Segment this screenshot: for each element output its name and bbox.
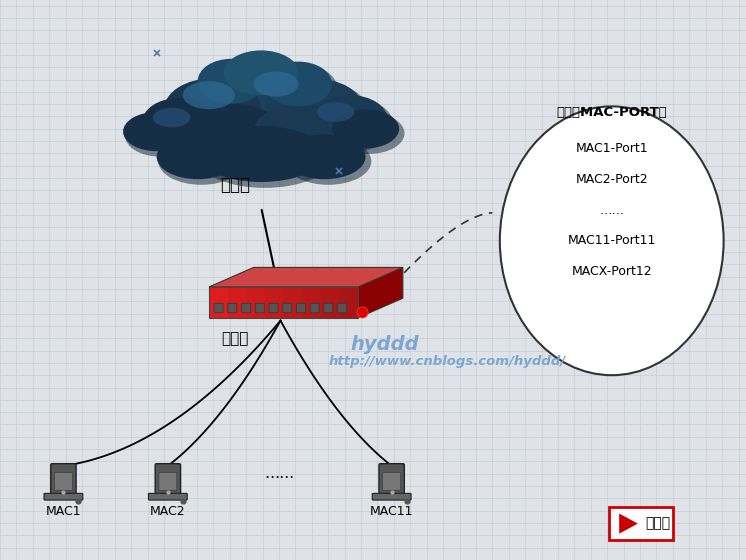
Ellipse shape [254, 71, 298, 97]
FancyBboxPatch shape [383, 473, 401, 491]
Text: MAC2: MAC2 [150, 505, 186, 518]
Text: 交换机: 交换机 [222, 332, 248, 346]
FancyBboxPatch shape [255, 304, 264, 312]
Text: ……: …… [599, 203, 624, 217]
FancyBboxPatch shape [324, 304, 333, 312]
FancyBboxPatch shape [296, 304, 305, 312]
Ellipse shape [123, 112, 190, 151]
Text: hyddd: hyddd [351, 335, 419, 354]
Polygon shape [339, 287, 358, 318]
Ellipse shape [202, 59, 327, 135]
Ellipse shape [125, 115, 195, 157]
Text: ……: …… [265, 466, 295, 480]
Text: MAC11-Port11: MAC11-Port11 [568, 234, 656, 248]
FancyBboxPatch shape [269, 304, 278, 312]
FancyBboxPatch shape [242, 304, 251, 312]
Polygon shape [246, 287, 265, 318]
Ellipse shape [255, 106, 357, 166]
Text: MAC11: MAC11 [370, 505, 413, 518]
Polygon shape [321, 287, 339, 318]
Polygon shape [283, 287, 302, 318]
FancyBboxPatch shape [609, 507, 673, 540]
Ellipse shape [179, 104, 283, 165]
FancyBboxPatch shape [214, 304, 223, 312]
Ellipse shape [158, 138, 245, 185]
Ellipse shape [183, 81, 235, 109]
Text: http://www.cnblogs.com/hyddd/: http://www.cnblogs.com/hyddd/ [328, 354, 565, 368]
Ellipse shape [181, 106, 290, 171]
Text: MACX-Port12: MACX-Port12 [571, 265, 652, 278]
Text: 交换机MAC-PORT表: 交换机MAC-PORT表 [557, 105, 667, 119]
Ellipse shape [267, 65, 337, 112]
FancyBboxPatch shape [338, 304, 347, 312]
Ellipse shape [201, 56, 321, 129]
Ellipse shape [283, 134, 366, 179]
Polygon shape [619, 514, 638, 534]
Ellipse shape [153, 108, 190, 128]
Ellipse shape [224, 50, 298, 95]
Polygon shape [302, 287, 321, 318]
Ellipse shape [334, 113, 404, 154]
Text: MAC1: MAC1 [46, 505, 81, 518]
Polygon shape [209, 287, 228, 318]
Polygon shape [228, 287, 246, 318]
Ellipse shape [285, 138, 372, 185]
Ellipse shape [254, 104, 351, 160]
Ellipse shape [265, 78, 362, 134]
Ellipse shape [313, 95, 388, 146]
Ellipse shape [266, 82, 368, 140]
FancyBboxPatch shape [372, 493, 411, 500]
Ellipse shape [500, 106, 724, 375]
Text: 局域网: 局域网 [220, 176, 250, 194]
Text: 天码营: 天码营 [645, 516, 671, 531]
Ellipse shape [225, 54, 304, 101]
FancyBboxPatch shape [159, 473, 177, 491]
FancyBboxPatch shape [228, 304, 236, 312]
Ellipse shape [315, 99, 394, 151]
Text: MAC1-Port1: MAC1-Port1 [575, 142, 648, 155]
FancyBboxPatch shape [51, 464, 76, 497]
Ellipse shape [142, 98, 216, 148]
FancyBboxPatch shape [155, 464, 181, 497]
Ellipse shape [317, 102, 354, 122]
Ellipse shape [144, 101, 222, 154]
Polygon shape [209, 268, 403, 287]
FancyBboxPatch shape [44, 493, 83, 500]
Ellipse shape [200, 62, 270, 109]
Ellipse shape [198, 126, 325, 182]
Ellipse shape [265, 62, 332, 106]
FancyBboxPatch shape [148, 493, 187, 500]
Ellipse shape [164, 78, 261, 140]
Ellipse shape [166, 81, 267, 146]
Ellipse shape [157, 134, 239, 179]
FancyBboxPatch shape [54, 473, 72, 491]
Text: MAC2-Port2: MAC2-Port2 [575, 172, 648, 186]
FancyBboxPatch shape [379, 464, 404, 497]
Ellipse shape [332, 109, 399, 148]
Ellipse shape [198, 129, 331, 188]
FancyBboxPatch shape [283, 304, 292, 312]
Polygon shape [265, 287, 283, 318]
FancyBboxPatch shape [310, 304, 319, 312]
Ellipse shape [198, 59, 265, 104]
Polygon shape [358, 268, 403, 318]
